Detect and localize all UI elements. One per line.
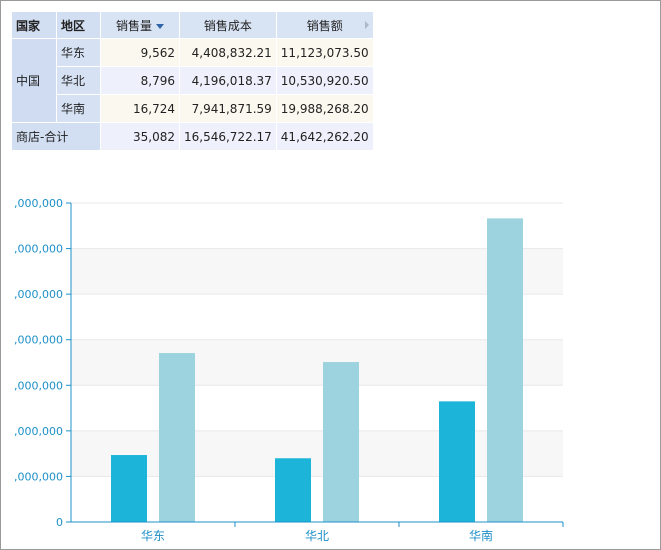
y-tick-label: 0 bbox=[56, 516, 63, 529]
bar-sales-amount bbox=[323, 362, 359, 522]
cell-country: 中国 bbox=[11, 38, 57, 123]
grid-band bbox=[71, 248, 563, 295]
bar-sales-cost bbox=[275, 458, 311, 522]
table-row: 华北 8,796 4,196,018.37 10,530,920.50 bbox=[12, 66, 374, 95]
pivot-table: 国家 地区 销售量 销售成本 销售额 中国 华东 9,562 4,408,832… bbox=[11, 11, 374, 151]
chart-x-ticks: 华东 华北 华南 bbox=[141, 522, 564, 543]
cell-cost: 4,196,018.37 bbox=[179, 66, 277, 95]
x-tick-label: 华东 bbox=[141, 529, 165, 543]
cell-cost: 4,408,832.21 bbox=[179, 38, 277, 67]
cell-total-cost: 16,546,722.17 bbox=[179, 122, 277, 151]
cell-amount: 10,530,920.50 bbox=[275, 66, 374, 95]
grid-band bbox=[71, 430, 563, 477]
x-tick-label: 华南 bbox=[469, 528, 493, 543]
table-row: 华南 16,724 7,941,871.59 19,988,268.20 bbox=[12, 94, 374, 123]
chart-axes bbox=[70, 203, 563, 523]
x-tick-label: 华北 bbox=[305, 529, 329, 543]
y-tick-label: ,000,000 bbox=[14, 288, 63, 301]
bar-sales-cost bbox=[439, 401, 475, 522]
header-sales-amount-label: 销售额 bbox=[306, 18, 343, 33]
cell-cost: 7,941,871.59 bbox=[179, 94, 277, 123]
table-total-row: 商店-合计 35,082 16,546,722.17 41,642,262.20 bbox=[11, 122, 374, 151]
scroll-right-icon[interactable] bbox=[364, 21, 369, 29]
header-region[interactable]: 地区 bbox=[56, 11, 101, 39]
cell-region: 华南 bbox=[56, 94, 101, 123]
bar-sales-cost bbox=[111, 455, 147, 522]
cell-total-amount: 41,642,262.20 bbox=[275, 122, 374, 151]
cell-total-label: 商店-合计 bbox=[11, 122, 101, 151]
y-tick-label: ,000,000 bbox=[14, 243, 63, 256]
sort-desc-icon[interactable] bbox=[156, 23, 164, 29]
cell-qty: 8,796 bbox=[100, 66, 180, 95]
cell-region: 华北 bbox=[56, 66, 101, 95]
header-sales-cost[interactable]: 销售成本 bbox=[179, 11, 277, 39]
cell-qty: 9,562 bbox=[100, 38, 180, 67]
header-sales-qty[interactable]: 销售量 bbox=[100, 11, 180, 39]
table-header-row: 国家 地区 销售量 销售成本 销售额 bbox=[11, 11, 374, 39]
y-tick-label: ,000,000 bbox=[14, 197, 63, 210]
cell-total-qty: 35,082 bbox=[100, 122, 180, 151]
chart-y-ticks: 0 ,000,000 ,000,000 ,000,000 ,000,000 ,000,00… bbox=[14, 197, 71, 529]
table-row: 中国 华东 9,562 4,408,832.21 11,123,073.50 bbox=[11, 38, 374, 123]
y-tick-label: ,000,000 bbox=[14, 425, 63, 438]
chart-bars bbox=[111, 218, 523, 522]
y-tick-label: ,000,000 bbox=[14, 470, 63, 483]
header-sales-qty-label: 销售量 bbox=[115, 18, 152, 33]
header-country[interactable]: 国家 bbox=[11, 11, 57, 39]
y-tick-label: ,000,000 bbox=[14, 379, 63, 392]
header-sales-amount[interactable]: 销售额 bbox=[275, 11, 374, 39]
y-tick-label: ,000,000 bbox=[14, 334, 63, 347]
cell-region: 华东 bbox=[56, 38, 101, 67]
cell-amount: 19,988,268.20 bbox=[275, 94, 374, 123]
cell-qty: 16,724 bbox=[100, 94, 180, 123]
chart-gridlines bbox=[71, 202, 563, 477]
grid-band bbox=[71, 339, 563, 386]
bar-sales-amount bbox=[159, 353, 195, 522]
bar-sales-amount bbox=[487, 218, 523, 522]
cell-amount: 11,123,073.50 bbox=[275, 38, 374, 67]
sales-bar-chart: 0 ,000,000 ,000,000 ,000,000 ,000,000 ,000,00… bbox=[14, 197, 564, 543]
